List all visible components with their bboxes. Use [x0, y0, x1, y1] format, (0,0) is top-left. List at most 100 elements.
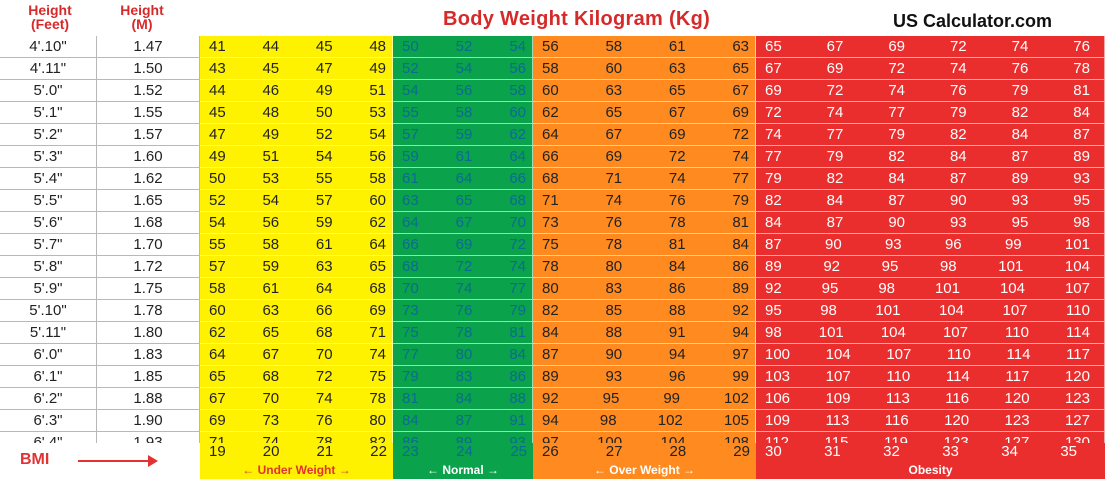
weight-value: 68 — [509, 191, 526, 209]
weight-value: 54 — [209, 213, 226, 231]
weight-value: 81 — [668, 235, 686, 253]
weight-value: 63 — [402, 191, 419, 209]
weight-value: 65 — [455, 191, 473, 209]
height-feet-cell: 5'.9" — [0, 278, 97, 300]
normal-weight-cell: 77 80 84 — [393, 344, 533, 366]
under-weight-cell: 43 45 47 49 — [200, 58, 393, 80]
height-feet-cell: 5'.0" — [0, 80, 97, 102]
weight-value: 67 — [605, 125, 623, 143]
over-weight-cell: 80 83 86 89 — [533, 278, 756, 300]
table-row: 5'.1" 1.55 45 48 50 53 55 58 60 62 65 67 69 72 74 77 79 8… — [0, 102, 1105, 124]
weight-value: 81 — [1073, 81, 1090, 99]
weight-value: 77 — [826, 125, 844, 143]
weight-value: 82 — [888, 147, 905, 165]
weight-value: 82 — [542, 301, 559, 319]
weight-value: 64 — [369, 235, 386, 253]
weight-value: 86 — [509, 367, 526, 385]
weight-value: 71 — [605, 169, 623, 187]
height-feet-cell: 5'.8" — [0, 256, 97, 278]
under-weight-cell: 69 73 76 80 — [200, 410, 393, 432]
weight-value: 84 — [1073, 103, 1090, 121]
weight-value: 69 — [209, 411, 226, 429]
weight-value: 80 — [605, 257, 623, 275]
bmi-value: 25 — [510, 443, 527, 460]
obese-weight-cell: 98 101 104 107 110 114 — [756, 322, 1105, 344]
weight-value: 104 — [880, 323, 906, 341]
obese-weight-cell: 103 107 110 114 117 120 — [756, 366, 1105, 388]
table-row: 5'.8" 1.72 57 59 63 65 68 72 74 78 80 84 86 89 92 95 98 1… — [0, 256, 1105, 278]
weight-value: 76 — [315, 411, 333, 429]
weight-value: 76 — [949, 81, 967, 99]
weight-value: 69 — [888, 37, 905, 55]
weight-value: 99 — [663, 389, 680, 407]
weight-value: 78 — [542, 257, 559, 275]
weight-value: 48 — [369, 37, 386, 55]
weight-value: 69 — [826, 59, 844, 77]
height-feet-header: Height (Feet) — [28, 2, 72, 32]
weight-value: 62 — [509, 125, 526, 143]
bmi-label: BMI — [20, 451, 50, 468]
normal-weight-cell: 66 69 72 — [393, 234, 533, 256]
weight-value: 65 — [668, 81, 686, 99]
bmi-value: 23 — [402, 443, 419, 460]
weight-value: 95 — [602, 389, 620, 407]
under-weight-cell: 65 68 72 75 — [200, 366, 393, 388]
weight-value: 68 — [262, 367, 280, 385]
weight-value: 72 — [315, 367, 333, 385]
weight-value: 94 — [732, 323, 749, 341]
weight-value: 84 — [542, 323, 559, 341]
obese-weight-cell: 92 95 98 101 104 107 — [756, 278, 1105, 300]
weight-value: 67 — [455, 213, 473, 231]
weight-value: 56 — [262, 213, 280, 231]
weight-value: 45 — [262, 59, 280, 77]
under-weight-cell: 44 46 49 51 — [200, 80, 393, 102]
normal-weight-cell: 63 65 68 — [393, 190, 533, 212]
height-m-cell: 1.55 — [97, 102, 200, 124]
weight-value: 77 — [732, 169, 749, 187]
table-row: 5'.10" 1.78 60 63 66 69 73 76 79 82 85 88 92 95 98 101 1… — [0, 300, 1105, 322]
weight-value: 90 — [888, 213, 905, 231]
weight-value: 93 — [1011, 191, 1029, 209]
weight-value: 78 — [668, 213, 686, 231]
weight-value: 55 — [315, 169, 333, 187]
weight-value: 72 — [509, 235, 526, 253]
weight-value: 73 — [542, 213, 559, 231]
weight-value: 53 — [369, 103, 386, 121]
height-m-cell: 1.75 — [97, 278, 200, 300]
weight-value: 84 — [668, 257, 686, 275]
normal-weight-cell: 81 84 88 — [393, 388, 533, 410]
weight-value: 72 — [826, 81, 844, 99]
bmi-value: 35 — [1060, 443, 1077, 460]
weight-value: 79 — [732, 191, 749, 209]
over-weight-cell: 58 60 63 65 — [533, 58, 756, 80]
weight-value: 107 — [825, 367, 851, 385]
weight-value: 49 — [262, 125, 280, 143]
weight-value: 89 — [1073, 147, 1090, 165]
weight-value: 116 — [884, 411, 909, 429]
weight-value: 54 — [315, 147, 333, 165]
normal-weight-cell: 68 72 74 — [393, 256, 533, 278]
weight-value: 102 — [723, 389, 749, 407]
weight-value: 68 — [402, 257, 419, 275]
over-weight-cell: 84 88 91 94 — [533, 322, 756, 344]
weight-value: 64 — [455, 169, 473, 187]
obese-weight-cell: 109 113 116 120 123 127 — [756, 410, 1105, 432]
weight-value: 65 — [605, 103, 623, 121]
weight-value: 50 — [209, 169, 226, 187]
height-m-cell: 1.72 — [97, 256, 200, 278]
weight-value: 110 — [1005, 323, 1029, 341]
weight-value: 61 — [668, 37, 686, 55]
weight-value: 107 — [886, 345, 912, 363]
weight-value: 65 — [732, 59, 749, 77]
weight-value: 76 — [455, 301, 473, 319]
height-m-cell: 1.80 — [97, 322, 200, 344]
bmi-values: 23 24 25 — [393, 443, 533, 461]
weight-value: 69 — [765, 81, 782, 99]
over-weight-cell: 92 95 99 102 — [533, 388, 756, 410]
over-weight-cell: 64 67 69 72 — [533, 124, 756, 146]
weight-value: 85 — [605, 301, 623, 319]
height-feet-cell: 5'.1" — [0, 102, 97, 124]
height-m-cell: 1.62 — [97, 168, 200, 190]
weight-value: 95 — [1073, 191, 1090, 209]
weight-value: 78 — [455, 323, 473, 341]
